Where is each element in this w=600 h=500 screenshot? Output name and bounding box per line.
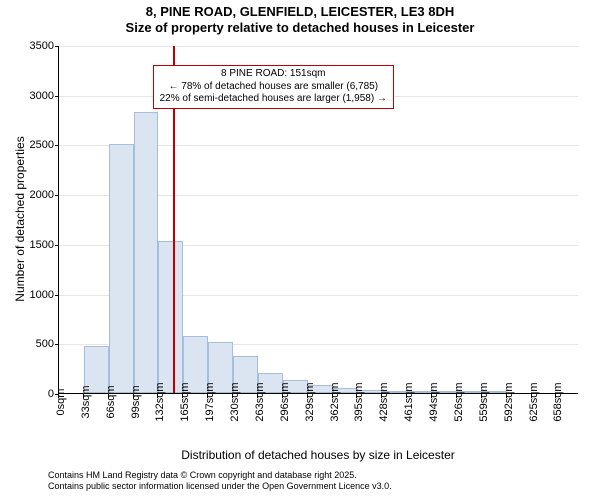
x-tick-label: 362sqm	[329, 382, 341, 421]
x-tick-label: 494sqm	[428, 382, 440, 421]
y-tick-label: 500	[0, 338, 54, 350]
title-line2: Size of property relative to detached ho…	[0, 20, 600, 36]
x-axis-label: Distribution of detached houses by size …	[58, 448, 578, 462]
x-tick-label: 296sqm	[279, 382, 291, 421]
callout-line3: 22% of semi-detached houses are larger (…	[160, 93, 387, 106]
x-tick-label: 592sqm	[503, 382, 515, 421]
x-tick-label: 165sqm	[179, 382, 191, 421]
x-tick-label: 132sqm	[154, 382, 166, 421]
y-tick-label: 3500	[0, 40, 54, 52]
y-tick-label: 2000	[0, 189, 54, 201]
x-tick-label: 461sqm	[403, 382, 415, 421]
x-tick-label: 99sqm	[130, 385, 142, 418]
x-tick-label: 33sqm	[80, 385, 92, 418]
y-tick-label: 3000	[0, 90, 54, 102]
x-tick-label: 625sqm	[528, 382, 540, 421]
callout-line1: 8 PINE ROAD: 151sqm	[160, 68, 387, 81]
callout-box: 8 PINE ROAD: 151sqm ← 78% of detached ho…	[153, 65, 394, 109]
y-tick-label: 1000	[0, 289, 54, 301]
x-tick-label: 559sqm	[478, 382, 490, 421]
attribution-line2: Contains public sector information licen…	[48, 481, 600, 492]
histogram-bar	[134, 112, 159, 393]
x-tick-label: 428sqm	[378, 382, 390, 421]
callout-line2: ← 78% of detached houses are smaller (6,…	[160, 81, 387, 94]
y-tick-label: 2500	[0, 139, 54, 151]
chart-title: 8, PINE ROAD, GLENFIELD, LEICESTER, LE3 …	[0, 0, 600, 37]
x-tick-label: 0sqm	[55, 389, 67, 416]
x-tick-label: 230sqm	[229, 382, 241, 421]
x-tick-label: 658sqm	[552, 382, 564, 421]
plot-area: 8 PINE ROAD: 151sqm ← 78% of detached ho…	[58, 46, 578, 394]
y-tick-label: 0	[0, 388, 54, 400]
attribution-line1: Contains HM Land Registry data © Crown c…	[48, 470, 600, 481]
histogram-bar	[109, 144, 134, 393]
x-tick-label: 526sqm	[453, 382, 465, 421]
x-tick-label: 66sqm	[105, 385, 117, 418]
attribution: Contains HM Land Registry data © Crown c…	[0, 470, 600, 493]
histogram-bar	[158, 241, 183, 393]
y-tick-label: 1500	[0, 239, 54, 251]
title-line1: 8, PINE ROAD, GLENFIELD, LEICESTER, LE3 …	[0, 4, 600, 20]
x-tick-label: 329sqm	[304, 382, 316, 421]
x-tick-label: 395sqm	[353, 382, 365, 421]
x-tick-label: 263sqm	[254, 382, 266, 421]
x-tick-label: 197sqm	[204, 382, 216, 421]
